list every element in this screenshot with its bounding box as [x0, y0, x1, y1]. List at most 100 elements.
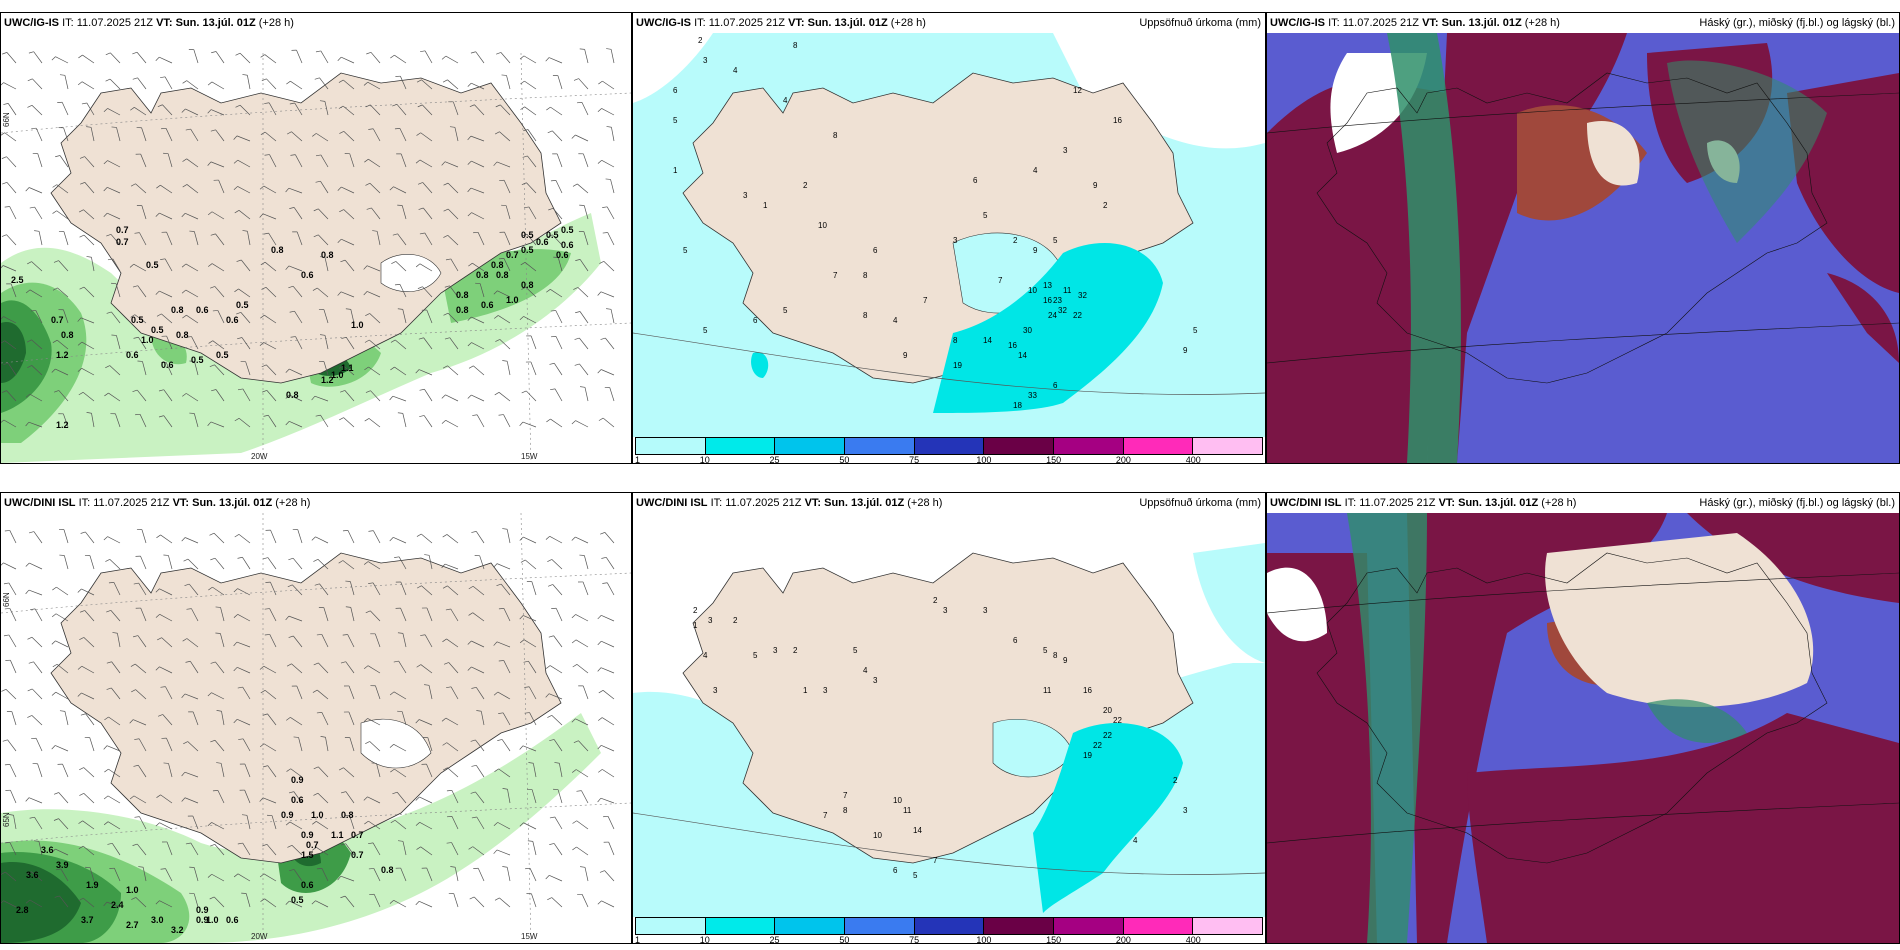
wind-barb-flag	[572, 664, 578, 668]
wind-barb-flag	[547, 584, 553, 587]
wind-barb-flag	[468, 846, 473, 850]
wind-barb	[600, 797, 615, 804]
wind-barb-flag	[181, 537, 186, 542]
wind-barb	[501, 739, 511, 752]
wind-barb-flag	[133, 582, 139, 585]
wind-barb	[264, 261, 277, 272]
wind-barb	[496, 849, 511, 856]
wind-barb	[428, 685, 433, 700]
wind-barb	[600, 667, 615, 674]
wind-barb-flag	[420, 50, 426, 53]
wind-barb-flag	[216, 762, 222, 764]
wind-barb-flag	[319, 100, 325, 102]
wind-barb-flag	[155, 290, 160, 295]
wind-barb-flag	[415, 822, 420, 826]
wind-barb	[318, 766, 329, 778]
precip-map[interactable]: 3121324532313543233658911162022222219107…	[633, 513, 1265, 917]
wind-barb-flag	[470, 739, 476, 742]
wind-barb	[419, 263, 433, 272]
wind-barb-flag	[157, 104, 163, 108]
wind-barb	[471, 640, 485, 648]
value-label: 8	[793, 41, 798, 50]
model-name: UWC/DINI ISL	[636, 497, 708, 509]
wind-barb	[422, 286, 433, 298]
wind-barb	[237, 159, 251, 168]
it-label: IT:	[78, 497, 91, 509]
wind-barb	[530, 361, 537, 376]
wind-barb-flag	[155, 822, 160, 827]
wind-barb	[296, 231, 303, 246]
value-label: 2.7	[126, 920, 139, 930]
wind-barb	[496, 161, 511, 168]
wind-barb-flag	[416, 132, 421, 136]
cloud-map[interactable]	[1267, 33, 1899, 463]
wind-barb	[601, 615, 615, 622]
wind-barb	[607, 232, 615, 246]
wind-barb-flag	[311, 536, 316, 541]
wind-barb-flag	[103, 212, 108, 217]
wind-barb	[112, 843, 121, 856]
wind-barb-flag	[443, 312, 449, 316]
wind-barb	[108, 716, 121, 726]
wind-barb-flag	[3, 582, 9, 585]
model-name: UWC/IG-IS	[636, 17, 691, 29]
wind-barb	[399, 284, 407, 298]
wind-barb-flag	[519, 55, 525, 60]
wind-barb-flag	[315, 154, 321, 157]
wind-barb	[107, 795, 121, 804]
value-label: 5	[783, 306, 788, 315]
wind-barb-flag	[286, 768, 291, 772]
wind-barb-flag	[207, 421, 212, 426]
wind-barb	[582, 685, 589, 700]
wind-barb	[241, 337, 251, 350]
wind-barb	[446, 534, 459, 544]
cloud-map[interactable]	[1267, 513, 1899, 943]
wind-barb	[601, 640, 615, 648]
wind-barb-flag	[444, 337, 450, 340]
colorbar-cell	[775, 438, 846, 454]
wind-barb-flag	[80, 182, 85, 185]
wind-barb	[166, 231, 173, 246]
wind-barb-flag	[580, 866, 586, 868]
wind-barb-flag	[599, 870, 605, 873]
wind-barb	[107, 536, 121, 544]
value-label: 8	[953, 336, 958, 345]
wind-barb-flag	[77, 317, 82, 322]
wind-barb-flag	[364, 820, 369, 825]
wind-map[interactable]: 66N 65N 20W 15W 0.90.60.9 1.00.70.81.10.7…	[1, 513, 631, 943]
value-label: 2	[698, 36, 703, 45]
wind-barb-flag	[208, 340, 213, 344]
wind-barb	[447, 208, 459, 220]
wind-barb-flag	[78, 897, 84, 901]
wind-barb-flag	[242, 230, 248, 232]
wind-barb-flag	[545, 875, 550, 880]
wind-barb	[159, 290, 173, 298]
wind-barb	[110, 610, 121, 622]
wind-barb	[186, 80, 199, 90]
wind-barb	[192, 815, 199, 830]
it-value: 11.07.2025 21Z	[76, 17, 153, 29]
wind-barb	[341, 238, 355, 246]
wind-barb	[557, 789, 563, 804]
wind-barb	[132, 719, 147, 726]
wind-barb	[343, 209, 355, 220]
iceland-land	[50, 72, 562, 384]
wind-barb-flag	[574, 337, 580, 340]
wind-barb-flag	[182, 80, 187, 84]
wind-map[interactable]: 66N 20W 15W 0.70.70.50.80.60.50.80.80.60…	[1, 33, 631, 463]
wind-barb	[294, 102, 303, 116]
wind-barb-flag	[597, 745, 602, 750]
value-label: 11	[1043, 686, 1052, 695]
wind-barb	[610, 179, 615, 194]
wind-barb	[375, 685, 381, 700]
wind-barb-flag	[597, 717, 603, 721]
wind-barb-flag	[260, 54, 266, 58]
wind-barb	[400, 867, 407, 882]
wind-barb	[551, 715, 563, 726]
wind-barb-flag	[338, 79, 344, 83]
wind-barb	[295, 154, 303, 168]
value-label: 7	[998, 276, 1003, 285]
wind-barb	[523, 536, 537, 544]
wind-barb	[210, 161, 225, 168]
